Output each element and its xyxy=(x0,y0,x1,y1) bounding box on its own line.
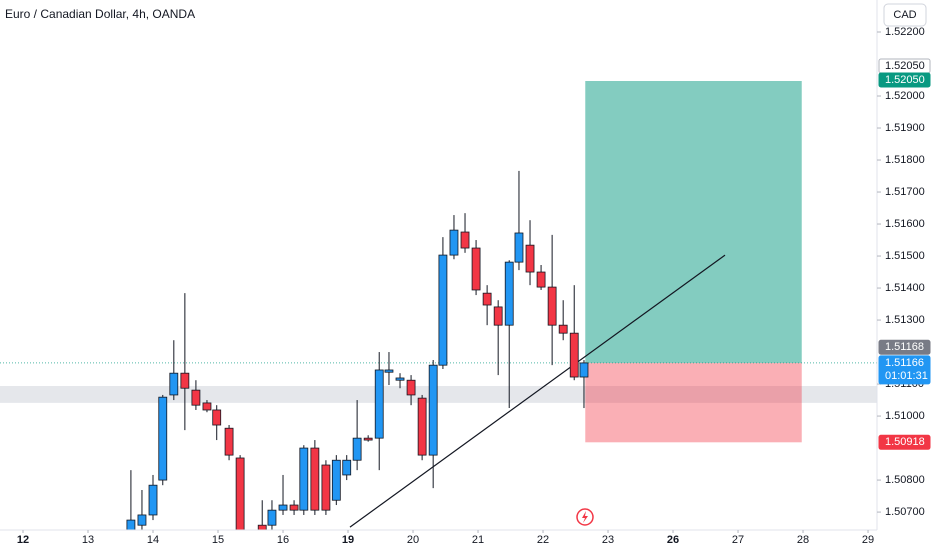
y-tick-label: 1.51900 xyxy=(885,122,925,134)
currency-label[interactable]: CAD xyxy=(893,9,916,21)
signal-icon-bolt xyxy=(582,511,588,523)
candle-body xyxy=(148,484,158,516)
signal-icon xyxy=(576,508,594,526)
price-label: 1.51166 xyxy=(885,357,924,369)
candle-body xyxy=(417,397,427,456)
candle-body xyxy=(504,261,514,326)
candle-body xyxy=(169,372,179,396)
candle-body xyxy=(493,306,503,326)
x-tick-label: 21 xyxy=(472,534,484,546)
candle-body xyxy=(137,514,147,526)
candle-body xyxy=(406,379,416,396)
price-label-box xyxy=(878,355,931,385)
candle-body xyxy=(384,369,394,373)
candle-body xyxy=(363,437,373,441)
x-tick-label: 29 xyxy=(862,534,874,546)
candle-body xyxy=(395,377,405,381)
y-tick-label: 1.51300 xyxy=(885,314,925,326)
price-label: 1.51168 xyxy=(885,341,924,353)
candle-body xyxy=(235,457,245,530)
tp-annotation: DAILY TP xyxy=(835,83,875,93)
price-label-box xyxy=(878,434,931,450)
x-tick-label: 12 xyxy=(17,534,29,546)
countdown-label: 01:01:31 xyxy=(885,370,928,382)
y-tick-label: 1.51500 xyxy=(885,250,925,262)
price-label-box xyxy=(878,72,931,88)
x-tick-label: 22 xyxy=(537,534,549,546)
trend-line xyxy=(349,254,726,528)
candle-body xyxy=(310,447,320,511)
candle-body xyxy=(299,447,309,511)
y-tick-label: 1.52200 xyxy=(885,26,925,38)
candle-body xyxy=(558,324,568,334)
candle-body xyxy=(158,396,168,481)
candle-body xyxy=(289,504,299,511)
loss-zone xyxy=(585,362,802,443)
candle-body xyxy=(569,332,579,378)
y-tick-label: 1.50700 xyxy=(885,506,925,518)
y-tick-label: 1.51400 xyxy=(885,282,925,294)
x-tick-label: 28 xyxy=(797,534,809,546)
x-tick-label: 27 xyxy=(732,534,744,546)
x-tick-label: 23 xyxy=(602,534,614,546)
candle-body xyxy=(438,254,448,366)
candle-body xyxy=(321,464,331,511)
x-tick-label: 16 xyxy=(277,534,289,546)
price-label-box xyxy=(878,339,931,355)
candle-body xyxy=(202,402,212,411)
profit-zone xyxy=(585,80,802,363)
price-label: 1.50918 xyxy=(885,436,925,448)
y-tick-label: 1.51700 xyxy=(885,186,925,198)
candle-body xyxy=(471,247,481,291)
candle-body xyxy=(278,504,288,511)
candle-body xyxy=(267,509,277,526)
candle-body xyxy=(449,229,459,256)
price-label: 1.52050 xyxy=(885,60,925,72)
candle-body xyxy=(460,231,470,249)
y-tick-label: 1.51600 xyxy=(885,218,925,230)
x-tick-label: 26 xyxy=(667,534,679,546)
plot-area: DAILY TP xyxy=(0,79,877,530)
candle-body xyxy=(126,519,136,530)
x-tick-label: 13 xyxy=(82,534,94,546)
candle-body xyxy=(224,427,234,456)
currency-button[interactable] xyxy=(883,3,927,27)
candle-body xyxy=(536,271,546,288)
candle-body xyxy=(482,292,492,306)
candle-body xyxy=(525,244,535,273)
y-tick-label: 1.51800 xyxy=(885,154,925,166)
candle-body xyxy=(374,369,384,439)
chart-title: Euro / Canadian Dollar, 4h, OANDA xyxy=(5,7,195,21)
candle-body xyxy=(428,364,438,456)
support-zone xyxy=(0,385,877,404)
y-tick-label: 1.50800 xyxy=(885,474,925,486)
y-tick-label: 1.51000 xyxy=(885,410,925,422)
candle-body xyxy=(547,286,557,326)
candle-body xyxy=(180,372,190,389)
x-tick-label: 20 xyxy=(407,534,419,546)
x-tick-label: 15 xyxy=(212,534,224,546)
y-tick-label: 1.52000 xyxy=(885,90,925,102)
candle-body xyxy=(212,409,222,426)
candle-body xyxy=(514,232,524,263)
candle-body xyxy=(579,362,589,378)
candle-body xyxy=(352,437,362,461)
x-tick-label: 19 xyxy=(342,534,354,546)
candle-body xyxy=(191,389,201,406)
x-tick-label: 14 xyxy=(147,534,159,546)
price-label: 1.52050 xyxy=(885,74,925,86)
candle-body xyxy=(331,459,341,501)
candle-body xyxy=(342,459,352,476)
